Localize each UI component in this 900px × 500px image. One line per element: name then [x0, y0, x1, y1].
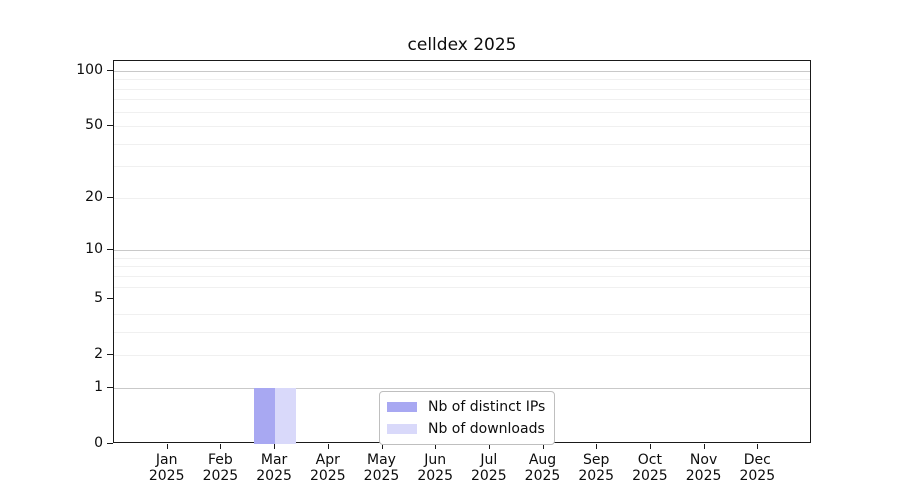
month-label: Oct	[637, 452, 662, 468]
year-label: 2025	[685, 468, 722, 484]
gridline-minor	[114, 331, 810, 333]
year-label: 2025	[256, 468, 292, 484]
bar-nb-of-distinct-ips	[254, 387, 276, 444]
month-label: Jul	[480, 452, 498, 468]
gridline-minor	[114, 355, 810, 357]
year-label: 2025	[632, 468, 668, 484]
x-tick	[381, 444, 383, 449]
x-tick	[488, 444, 490, 449]
year-label: 2025	[202, 468, 239, 484]
x-tick-label-dec: Dec 2025	[725, 452, 789, 484]
month-label: Apr	[315, 452, 340, 468]
y-tick-label: 5	[94, 290, 103, 307]
gridline-minor	[114, 99, 810, 101]
y-tick	[107, 69, 113, 71]
gridline-major	[114, 250, 810, 252]
month-label: Jan	[155, 452, 178, 468]
gridline-minor	[114, 275, 810, 277]
month-label: Jun	[424, 452, 447, 468]
y-tick-label: 1	[94, 378, 103, 395]
gridline-minor	[114, 88, 810, 90]
x-tick-label-oct: Oct 2025	[618, 452, 682, 484]
month-label: Feb	[207, 452, 233, 468]
year-label: 2025	[148, 468, 185, 484]
gridline-minor	[114, 143, 810, 145]
x-tick-label-feb: Feb 2025	[188, 452, 252, 484]
legend: Nb of distinct IPs Nb of downloads	[379, 391, 556, 445]
month-label: Nov	[689, 452, 718, 468]
month-label: Sep	[582, 452, 610, 468]
gridline-major	[114, 70, 810, 72]
y-tick	[107, 298, 113, 300]
x-tick-label-mar: Mar 2025	[242, 452, 306, 484]
y-tick-label: 50	[85, 117, 103, 133]
y-tick	[107, 386, 113, 388]
x-tick-label-jun: Jun 2025	[403, 452, 467, 484]
gridline-minor	[114, 257, 810, 259]
y-tick-label: 10	[85, 241, 103, 258]
x-tick-label-sep: Sep 2025	[564, 452, 628, 484]
gridline-major	[114, 387, 810, 389]
x-tick	[649, 444, 651, 449]
x-tick-label-nov: Nov 2025	[672, 452, 736, 484]
gridline-minor	[114, 111, 810, 113]
x-tick-label-jul: Jul 2025	[457, 452, 521, 484]
year-label: 2025	[470, 468, 507, 484]
y-tick	[107, 354, 113, 356]
year-label: 2025	[578, 468, 614, 484]
month-label: May	[367, 452, 396, 468]
x-tick-label-jan: Jan 2025	[135, 452, 199, 484]
y-tick	[107, 249, 113, 251]
month-label: Mar	[260, 452, 288, 468]
y-tick	[107, 443, 113, 444]
month-label: Dec	[743, 452, 771, 468]
y-tick	[107, 125, 113, 126]
x-tick-label-may: May 2025	[350, 452, 414, 484]
y-tick-label: 0	[94, 435, 103, 451]
x-tick	[703, 444, 705, 449]
legend-swatch-distinct-ips-icon	[387, 402, 417, 412]
year-label: 2025	[739, 468, 776, 484]
x-tick	[596, 444, 598, 449]
legend-item-downloads: Nb of downloads	[387, 419, 545, 439]
x-tick	[435, 444, 437, 449]
x-tick	[274, 444, 276, 449]
gridline-minor	[114, 266, 810, 268]
gridline-minor	[114, 197, 810, 199]
legend-item-distinct-ips: Nb of distinct IPs	[387, 397, 545, 417]
gridline-minor	[114, 166, 810, 168]
year-label: 2025	[524, 468, 561, 484]
y-tick	[107, 196, 113, 198]
legend-swatch-downloads-icon	[387, 424, 417, 434]
y-tick-label: 100	[76, 61, 103, 78]
x-tick	[220, 444, 222, 449]
year-label: 2025	[309, 468, 346, 484]
chart-title: celldex 2025	[407, 35, 517, 55]
legend-label-distinct-ips: Nb of distinct IPs	[428, 399, 546, 415]
x-tick	[757, 444, 759, 449]
month-label: Aug	[528, 452, 557, 468]
x-tick-label-apr: Apr 2025	[296, 452, 360, 484]
x-tick	[166, 444, 168, 449]
bar-nb-of-downloads	[275, 387, 297, 444]
y-tick-label: 2	[94, 346, 103, 363]
gridline-minor	[114, 126, 810, 127]
x-tick-label-aug: Aug 2025	[511, 452, 575, 484]
gridline-minor	[114, 79, 810, 81]
year-label: 2025	[417, 468, 453, 484]
x-tick	[542, 444, 544, 449]
plot-area: Nb of distinct IPs Nb of downloads	[113, 60, 811, 445]
legend-label-downloads: Nb of downloads	[428, 421, 545, 437]
x-tick	[327, 444, 329, 449]
gridline-minor	[114, 313, 810, 315]
y-tick-label: 20	[85, 188, 103, 205]
gridline-minor	[114, 286, 810, 288]
year-label: 2025	[363, 468, 400, 484]
